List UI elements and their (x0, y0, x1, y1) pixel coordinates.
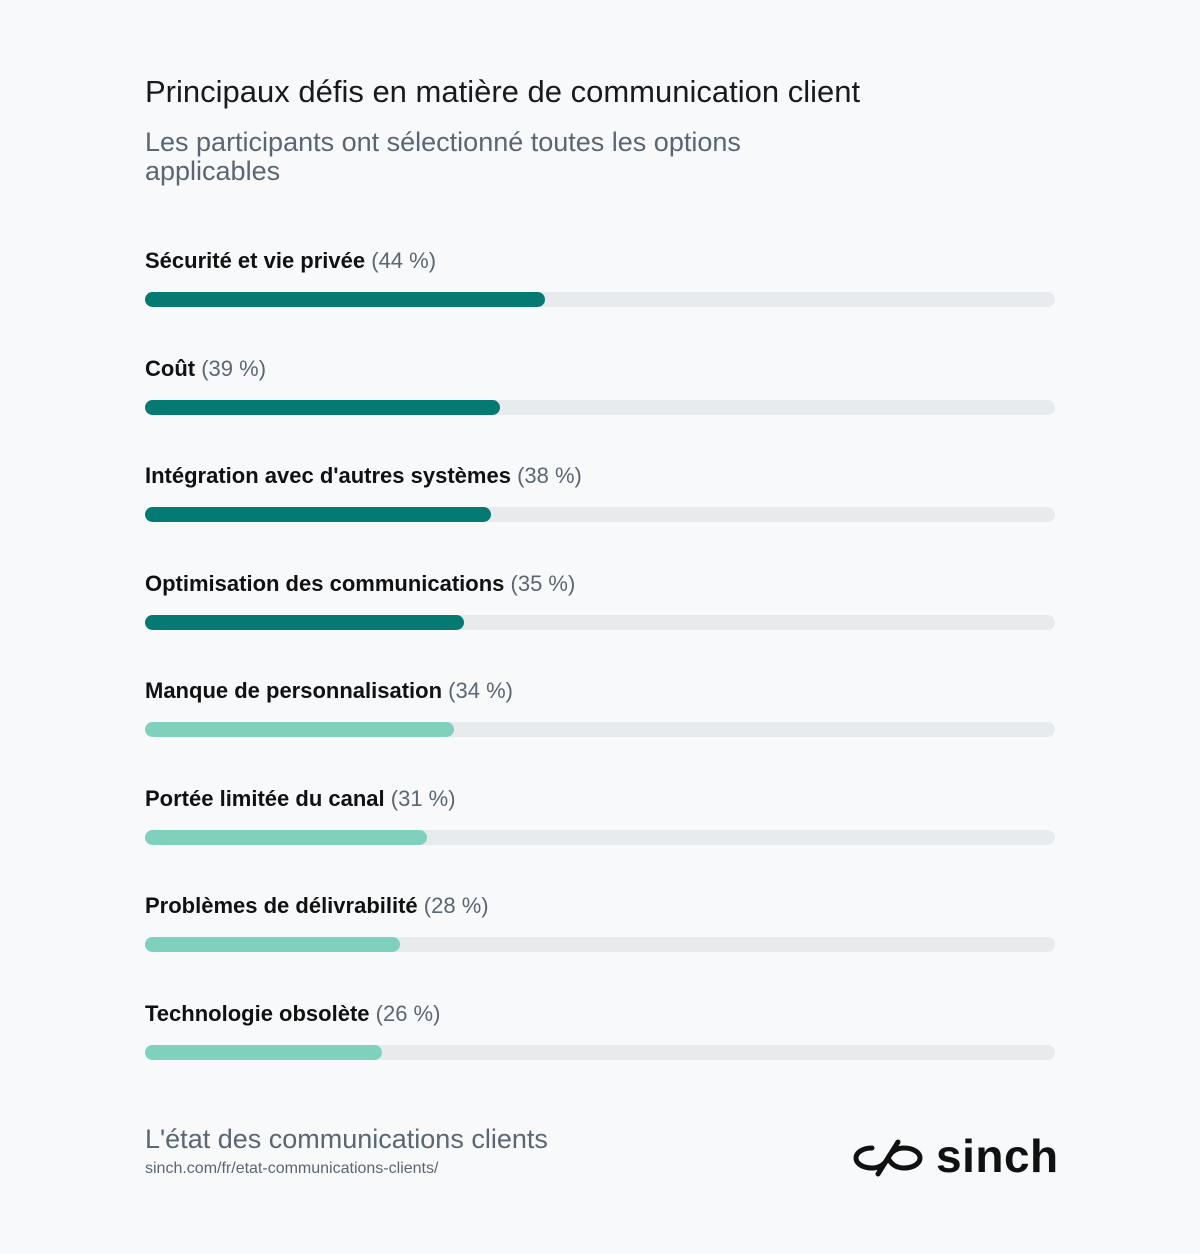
bar-label: Intégration avec d'autres systèmes (38 %… (145, 461, 582, 491)
bar-label: Optimisation des communications (35 %) (145, 569, 575, 599)
bar-row: Technologie obsolète (26 %) (145, 993, 1055, 1063)
bar-label: Technologie obsolète (26 %) (145, 999, 440, 1029)
chart-subtitle: Les participants ont sélectionné toutes … (145, 127, 741, 186)
category-label: Intégration avec d'autres systèmes (145, 463, 511, 488)
bar-track (145, 614, 1055, 630)
category-label: Portée limitée du canal (145, 785, 385, 811)
bar-track (145, 1044, 1055, 1060)
footer-title: L'état des communications clients (145, 1124, 548, 1154)
bar-track (145, 292, 1055, 307)
bar-row: Intégration avec d'autres systèmes (38 %… (145, 455, 1055, 525)
bar-chart: Sécurité et vie privée (44 %) Coût (39 %)… (145, 240, 1055, 1070)
value-label: (31 %) (390, 785, 456, 811)
bar-fill (145, 722, 455, 737)
value-label: (44 %) (371, 248, 437, 273)
bar-fill (145, 292, 546, 307)
category-label: Coût (145, 355, 196, 381)
bar-label: Portée limitée du canal (31 %) (145, 784, 456, 814)
value-label: (34 %) (448, 678, 513, 703)
bar-row: Coût (39 %) (145, 348, 1055, 418)
sinch-logo-text: sinch (936, 1130, 1059, 1182)
category-label: Optimisation des communications (145, 570, 505, 596)
value-label: (39 %) (201, 355, 267, 381)
bar-track (145, 722, 1055, 737)
category-label: Sécurité et vie privée (145, 248, 366, 273)
bar-row: Sécurité et vie privée (44 %) (145, 240, 1055, 310)
bar-fill (145, 937, 400, 952)
value-label: (35 %) (510, 570, 576, 596)
bar-row: Problèmes de délivrabilité (28 %) (145, 885, 1055, 955)
bar-track (145, 829, 1055, 845)
bar-row: Portée limitée du canal (31 %) (145, 778, 1055, 848)
sinch-logo: sinch (852, 1130, 1059, 1182)
value-label: (38 %) (517, 463, 582, 488)
bar-track (145, 937, 1055, 952)
category-label: Problèmes de délivrabilité (145, 893, 418, 918)
bar-track (145, 399, 1055, 415)
bar-track (145, 507, 1055, 522)
bar-fill (145, 829, 428, 845)
category-label: Technologie obsolète (145, 1000, 370, 1026)
chart-title: Principaux défis en matière de communica… (145, 74, 861, 109)
bar-label: Manque de personnalisation (34 %) (145, 676, 513, 706)
bar-label: Problèmes de délivrabilité (28 %) (145, 891, 489, 921)
bar-fill (145, 614, 464, 630)
footer-url[interactable]: sinch.com/fr/etat-communications-clients… (145, 1160, 439, 1177)
sinch-infinity-icon (853, 1139, 923, 1177)
value-label: (26 %) (375, 1000, 441, 1026)
bar-label: Coût (39 %) (145, 354, 266, 384)
bar-row: Optimisation des communications (35 %) (145, 563, 1055, 633)
bar-fill (145, 399, 500, 415)
value-label: (28 %) (423, 893, 489, 918)
bar-label: Sécurité et vie privée (44 %) (145, 246, 436, 276)
bar-fill (145, 507, 491, 522)
category-label: Manque de personnalisation (145, 678, 443, 703)
bar-fill (145, 1044, 382, 1060)
bar-row: Manque de personnalisation (34 %) (145, 670, 1055, 740)
